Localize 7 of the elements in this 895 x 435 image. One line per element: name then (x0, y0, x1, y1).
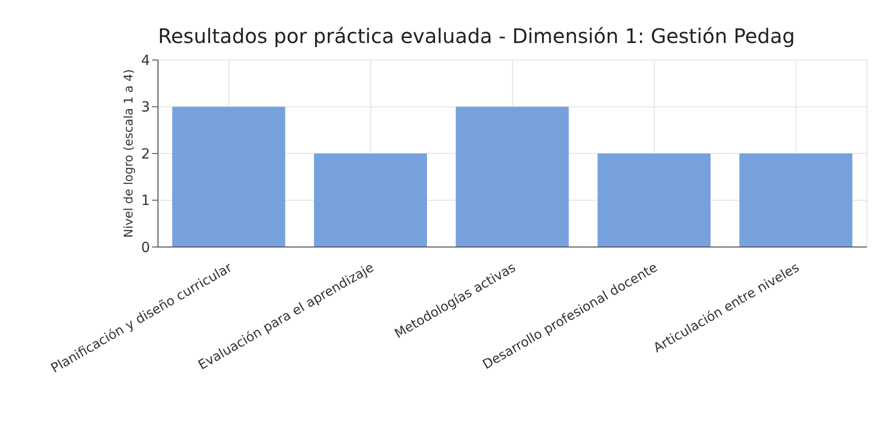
y-tick-label: 4 (141, 52, 150, 69)
y-tick-label: 3 (141, 100, 150, 116)
y-axis-title: Nivel de logro (escala 1 a 4) (121, 69, 136, 238)
y-tick-label: 0 (141, 240, 150, 256)
y-tick-label: 2 (141, 146, 150, 162)
y-tick-label: 1 (141, 193, 150, 210)
chart-title: Resultados por práctica evaluada - Dimensión 1: Gestión Pedag (158, 24, 795, 48)
